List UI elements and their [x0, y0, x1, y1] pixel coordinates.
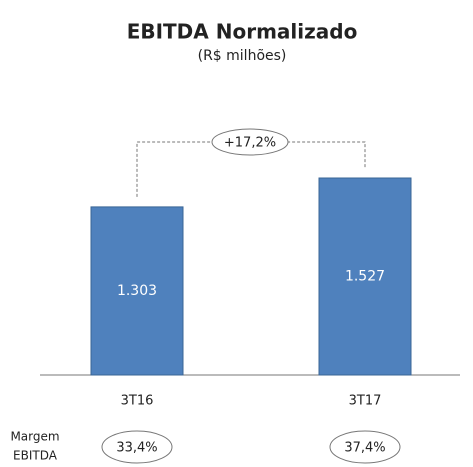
- annotation: +17,2%: [224, 136, 276, 151]
- chart-subtitle: (R$ milhões): [198, 48, 287, 64]
- x-tick-label: 3T16: [121, 394, 154, 409]
- value-label: 1.303: [117, 283, 157, 299]
- margin-label: EBITDA: [13, 449, 58, 463]
- x-tick-label: 3T17: [349, 394, 382, 409]
- bar: [318, 177, 412, 376]
- chart-title: EBITDA Normalizado: [127, 20, 358, 44]
- bar: [90, 206, 184, 376]
- margin-label: Margem: [10, 430, 59, 444]
- margin-value: 37,4%: [344, 441, 385, 456]
- annotation-ellipse: [211, 128, 289, 156]
- connector: [136, 141, 366, 197]
- margin-ellipse: [101, 430, 173, 464]
- margin-ellipse: [329, 430, 401, 464]
- margin-value: 33,4%: [116, 441, 157, 456]
- value-label: 1.527: [345, 269, 385, 285]
